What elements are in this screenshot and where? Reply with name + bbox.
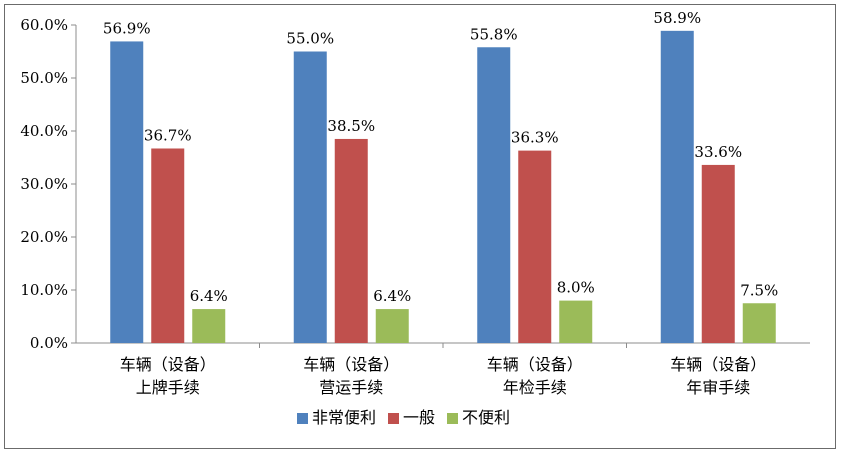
y-tick-label: 20.0% — [20, 228, 68, 246]
legend-swatch — [388, 413, 399, 424]
data-label: 7.5% — [740, 281, 778, 299]
bar — [477, 47, 511, 343]
bar — [293, 51, 327, 343]
data-label: 38.5% — [327, 117, 375, 135]
category-label: 营运手续 — [319, 378, 383, 397]
data-label: 36.3% — [511, 129, 559, 147]
data-label: 58.9% — [653, 9, 701, 27]
bar — [742, 303, 776, 343]
y-tick-label: 0.0% — [30, 334, 68, 352]
legend-label: 一般 — [403, 408, 435, 427]
data-label: 55.0% — [286, 30, 334, 48]
bar — [518, 150, 552, 343]
bar — [110, 41, 144, 344]
bar — [151, 148, 185, 343]
y-tick-label: 40.0% — [20, 122, 68, 140]
data-label: 33.6% — [694, 143, 742, 161]
bar — [192, 309, 226, 343]
data-label: 55.8% — [470, 25, 518, 43]
legend-label: 非常便利 — [312, 408, 376, 427]
data-label: 6.4% — [373, 287, 411, 305]
category-label: 年审手续 — [686, 378, 750, 397]
data-label: 36.7% — [144, 126, 192, 144]
bar — [701, 164, 735, 343]
bar — [334, 138, 368, 343]
y-tick-label: 10.0% — [20, 281, 68, 299]
legend-swatch — [297, 413, 308, 424]
y-tick-label: 60.0% — [20, 16, 68, 34]
category-label: 车辆（设备） — [120, 355, 216, 374]
category-label: 车辆（设备） — [670, 355, 766, 374]
y-tick-label: 30.0% — [20, 175, 68, 193]
y-tick-label: 50.0% — [20, 69, 68, 87]
bar — [660, 30, 694, 344]
data-label: 6.4% — [190, 287, 228, 305]
category-label: 车辆（设备） — [303, 355, 399, 374]
category-label: 上牌手续 — [136, 378, 200, 397]
category-label: 年检手续 — [503, 378, 567, 397]
bar — [559, 300, 593, 343]
legend-swatch — [447, 413, 458, 424]
data-label: 56.9% — [103, 19, 151, 37]
legend-label: 不便利 — [462, 408, 510, 427]
bar — [375, 309, 409, 343]
category-label: 车辆（设备） — [487, 355, 583, 374]
data-label: 8.0% — [557, 279, 595, 297]
